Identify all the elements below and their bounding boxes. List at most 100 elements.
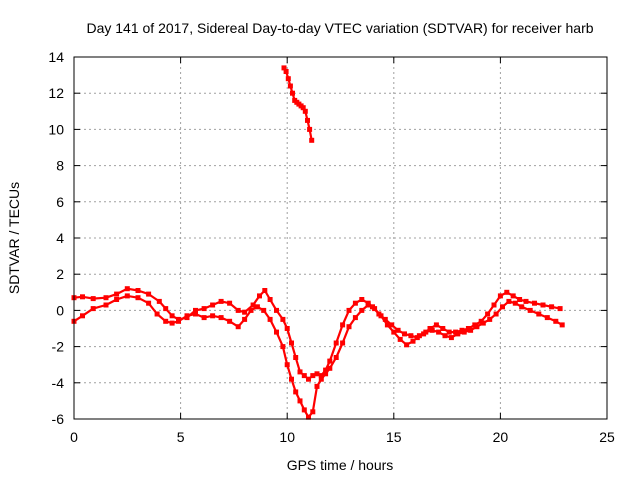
data-point — [517, 297, 523, 302]
y-axis-label: SDTVAR / TECUs — [6, 182, 22, 294]
data-point — [289, 376, 294, 382]
data-point — [359, 307, 365, 313]
data-point — [227, 300, 233, 306]
data-point — [455, 331, 461, 337]
data-point — [297, 398, 303, 404]
data-point — [314, 383, 320, 389]
data-point — [523, 298, 529, 304]
data-point — [284, 326, 290, 331]
data-point — [549, 304, 555, 310]
data-point — [201, 315, 207, 321]
data-point — [297, 369, 303, 375]
y-tick-label: 4 — [56, 230, 64, 246]
data-point — [309, 137, 315, 143]
data-point — [242, 309, 248, 315]
x-tick-label: 20 — [493, 429, 509, 445]
data-point — [559, 322, 565, 328]
data-point — [80, 313, 85, 319]
data-point — [314, 371, 320, 377]
data-point — [124, 286, 130, 292]
y-tick-label: -6 — [52, 411, 65, 427]
y-tick-label: 14 — [48, 49, 64, 65]
data-point — [340, 340, 346, 346]
data-point — [436, 329, 442, 335]
y-tick-label: 8 — [56, 158, 64, 174]
data-point — [384, 322, 390, 328]
data-point — [210, 313, 216, 319]
x-tick-labels: 0 5 10 15 20 25 — [70, 429, 615, 445]
data-point — [218, 298, 224, 304]
data-point — [267, 316, 273, 322]
data-point — [261, 307, 267, 313]
data-point — [146, 291, 152, 297]
data-point — [323, 371, 329, 377]
data-point — [154, 311, 160, 317]
y-tick-label: -2 — [52, 339, 65, 355]
data-point — [310, 373, 316, 379]
x-tick-label: 5 — [177, 429, 185, 445]
data-point — [346, 324, 352, 330]
data-point — [346, 307, 352, 313]
data-point — [306, 414, 311, 420]
data-point — [318, 376, 324, 382]
data-point — [416, 333, 422, 339]
data-point — [504, 289, 510, 295]
data-point — [527, 307, 533, 313]
data-point — [281, 65, 287, 71]
data-point — [184, 313, 190, 319]
data-point — [365, 302, 371, 308]
data-point — [408, 333, 414, 339]
data-point — [446, 329, 452, 335]
data-point — [305, 117, 310, 123]
x-axis-label: GPS time / hours — [287, 457, 394, 473]
data-point — [262, 288, 268, 293]
data-point — [493, 311, 499, 317]
data-point — [235, 307, 241, 313]
data-point — [124, 293, 130, 299]
data-point — [274, 329, 279, 335]
y-tick-label: -4 — [52, 375, 65, 391]
data-point — [284, 362, 290, 368]
data-point — [289, 340, 294, 346]
data-point — [176, 318, 181, 324]
data-point — [318, 373, 324, 379]
data-point — [285, 76, 291, 82]
data-point — [301, 407, 307, 413]
data-point — [378, 313, 384, 319]
data-series — [71, 65, 565, 420]
data-point — [90, 296, 96, 302]
y-tick-label: 0 — [56, 302, 64, 318]
data-point — [293, 389, 299, 395]
data-point — [333, 340, 339, 346]
data-point — [468, 327, 474, 333]
data-point — [103, 295, 109, 301]
data-point — [227, 318, 233, 324]
data-point — [301, 373, 307, 379]
data-point — [302, 108, 308, 114]
data-point — [359, 297, 365, 302]
data-point — [404, 342, 410, 348]
data-point — [497, 293, 503, 299]
data-point — [397, 336, 403, 342]
data-point — [323, 367, 329, 373]
data-point — [169, 320, 175, 326]
data-point — [242, 316, 248, 322]
y-tick-labels: -6 -4 -2 0 2 4 6 8 10 12 14 — [48, 49, 64, 427]
data-point — [306, 376, 311, 382]
data-point — [280, 344, 286, 350]
data-point — [103, 302, 109, 308]
series-track-b — [71, 293, 565, 420]
data-point — [389, 322, 395, 328]
y-tick-label: 6 — [56, 194, 64, 210]
data-point — [327, 365, 333, 371]
data-point — [248, 307, 254, 313]
grid — [74, 57, 607, 419]
data-point — [193, 311, 198, 317]
data-point — [135, 295, 141, 301]
data-point — [352, 315, 358, 321]
data-point — [423, 329, 429, 335]
data-point — [352, 300, 358, 306]
data-point — [135, 288, 141, 293]
data-point — [487, 316, 493, 322]
x-tick-label: 15 — [386, 429, 402, 445]
